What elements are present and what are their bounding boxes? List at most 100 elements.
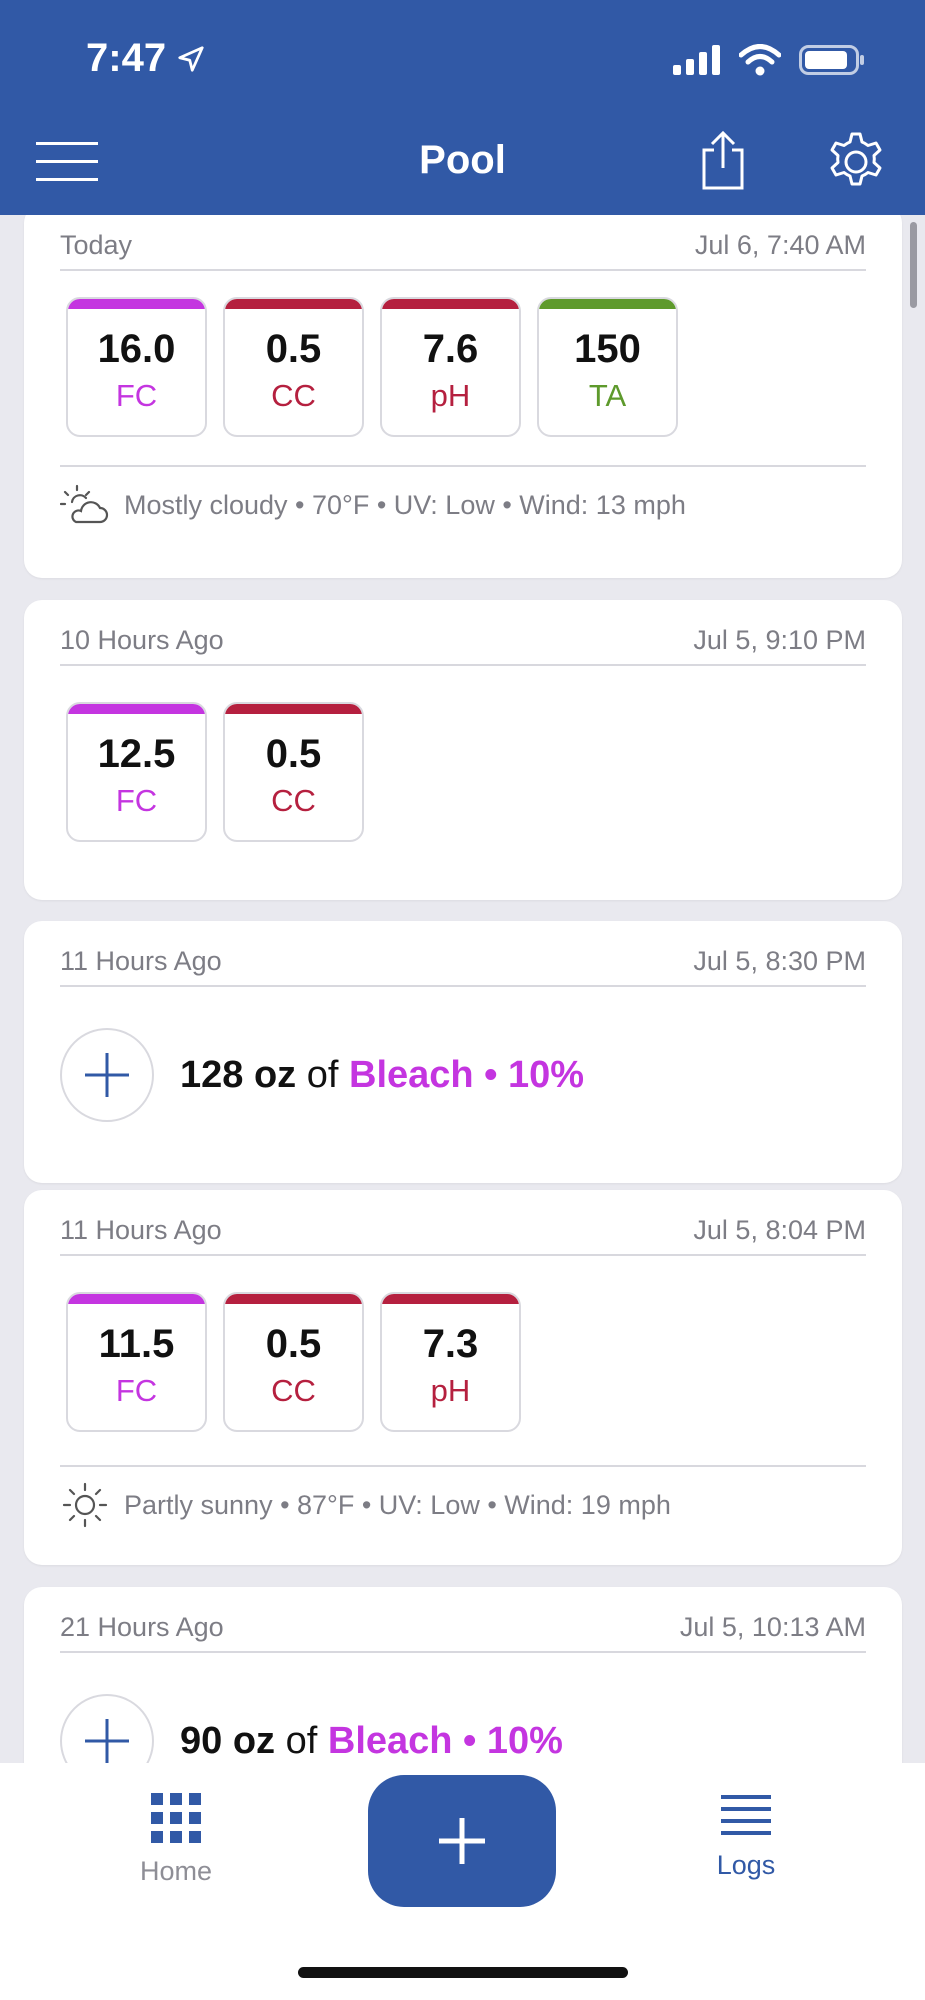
log-entry[interactable]: 11 Hours Ago Jul 5, 8:30 PM 128 oz of Bl… <box>24 921 902 1183</box>
reading-tile-fc[interactable]: 11.5 FC <box>66 1292 207 1432</box>
reading-label: FC <box>115 782 158 818</box>
entry-relative-time: 11 Hours Ago <box>60 1214 222 1245</box>
dose-text: 128 oz of Bleach • 10% <box>180 1054 584 1097</box>
entry-date: Jul 5, 9:10 PM <box>693 624 866 655</box>
reading-value: 7.6 <box>422 326 479 371</box>
reading-tile-cc[interactable]: 0.5 CC <box>223 702 364 842</box>
hamburger-icon <box>36 142 98 181</box>
entry-header: Today Jul 6, 7:40 AM <box>60 221 866 271</box>
reading-tile-ta[interactable]: 150 TA <box>537 297 678 437</box>
reading-tile-ph[interactable]: 7.6 pH <box>380 297 521 437</box>
reading-tile-fc[interactable]: 12.5 FC <box>66 702 207 842</box>
reading-label: CC <box>271 1372 316 1408</box>
cellular-signal-icon <box>673 45 720 75</box>
dose-amount: 128 oz <box>180 1053 297 1096</box>
chemical-addition: 128 oz of Bleach • 10% <box>60 1028 584 1122</box>
tab-logs-label: Logs <box>716 1850 776 1880</box>
reading-value: 11.5 <box>98 1321 175 1366</box>
weather-summary: Mostly cloudy • 70°F • UV: Low • Wind: 1… <box>60 465 866 537</box>
entry-date: Jul 6, 7:40 AM <box>694 229 866 260</box>
top-bar: 7:47 Pool <box>0 0 925 215</box>
reading-tile-ph[interactable]: 7.3 pH <box>380 1292 521 1432</box>
reading-label: CC <box>271 782 316 818</box>
entry-relative-time: Today <box>60 229 133 260</box>
reading-label: pH <box>430 377 471 413</box>
entry-relative-time: 21 Hours Ago <box>60 1611 224 1642</box>
share-icon <box>702 130 744 190</box>
reading-label: FC <box>115 377 158 413</box>
log-list[interactable]: Today Jul 6, 7:40 AM 16.0 FC 0.5 CC 7.6 … <box>0 215 925 1763</box>
reading-value: 7.3 <box>422 1321 479 1366</box>
status-time-text: 7:47 <box>86 36 167 80</box>
plus-icon <box>85 1719 129 1763</box>
weather-text: Mostly cloudy • 70°F • UV: Low • Wind: 1… <box>124 489 686 520</box>
reading-value: 12.5 <box>97 731 176 776</box>
tab-home-label: Home <box>139 1856 213 1886</box>
tab-home[interactable]: Home <box>96 1793 256 1887</box>
settings-button[interactable] <box>824 130 888 194</box>
tile-color-bar <box>539 299 676 309</box>
menu-button[interactable] <box>36 140 100 184</box>
tile-color-bar <box>382 299 519 309</box>
tile-color-bar <box>68 1294 205 1304</box>
log-entry[interactable]: Today Jul 6, 7:40 AM 16.0 FC 0.5 CC 7.6 … <box>24 215 902 578</box>
reading-value: 0.5 <box>265 731 322 776</box>
reading-value: 150 <box>574 326 641 371</box>
tile-color-bar <box>225 299 362 309</box>
chemical-addition: 90 oz of Bleach • 10% <box>60 1694 563 1763</box>
partly-cloudy-icon <box>60 484 109 524</box>
location-arrow-icon <box>178 45 204 72</box>
dose-of: of <box>285 1719 318 1762</box>
weather-text: Partly sunny • 87°F • UV: Low • Wind: 19… <box>124 1489 671 1520</box>
reading-tiles: 12.5 FC 0.5 CC <box>66 702 364 842</box>
entry-date: Jul 5, 8:30 PM <box>693 945 866 976</box>
entry-header: 11 Hours Ago Jul 5, 8:30 PM <box>60 937 866 987</box>
entry-header: 21 Hours Ago Jul 5, 10:13 AM <box>60 1603 866 1653</box>
entry-date: Jul 5, 10:13 AM <box>679 1611 866 1642</box>
reading-label: pH <box>430 1372 471 1408</box>
scrollbar[interactable] <box>910 222 917 308</box>
reading-value: 16.0 <box>97 326 176 371</box>
entry-header: 10 Hours Ago Jul 5, 9:10 PM <box>60 616 866 666</box>
status-icons <box>673 44 865 76</box>
list-icon <box>721 1795 771 1835</box>
grid-icon <box>151 1793 201 1843</box>
reading-value: 0.5 <box>265 1321 322 1366</box>
weather-summary: Partly sunny • 87°F • UV: Low • Wind: 19… <box>60 1465 866 1537</box>
dose-chemical: Bleach • 10% <box>349 1053 585 1096</box>
log-entry[interactable]: 10 Hours Ago Jul 5, 9:10 PM 12.5 FC 0.5 … <box>24 600 902 900</box>
reading-tile-cc[interactable]: 0.5 CC <box>223 297 364 437</box>
tab-logs[interactable]: Logs <box>666 1793 826 1881</box>
reading-tile-fc[interactable]: 16.0 FC <box>66 297 207 437</box>
reading-label: FC <box>115 1372 158 1408</box>
dose-chemical: Bleach • 10% <box>327 1719 563 1762</box>
tile-color-bar <box>382 1294 519 1304</box>
reading-label: TA <box>588 377 627 413</box>
tile-color-bar <box>68 299 205 309</box>
entry-relative-time: 10 Hours Ago <box>60 624 224 655</box>
tile-color-bar <box>225 704 362 714</box>
log-entry[interactable]: 21 Hours Ago Jul 5, 10:13 AM 90 oz of Bl… <box>24 1587 902 1763</box>
reading-tiles: 16.0 FC 0.5 CC 7.6 pH 150 TA <box>66 297 678 437</box>
dose-text: 90 oz of Bleach • 10% <box>180 1720 563 1763</box>
plus-icon <box>439 1818 485 1864</box>
reading-label: CC <box>271 377 316 413</box>
status-time: 7:47 <box>86 36 206 81</box>
log-entry[interactable]: 11 Hours Ago Jul 5, 8:04 PM 11.5 FC 0.5 … <box>24 1190 902 1565</box>
gear-icon <box>830 132 882 186</box>
dose-amount: 90 oz <box>180 1719 276 1762</box>
add-chemical-button[interactable] <box>60 1694 154 1763</box>
home-indicator <box>298 1967 628 1978</box>
tile-color-bar <box>225 1294 362 1304</box>
dose-of: of <box>306 1053 339 1096</box>
reading-tiles: 11.5 FC 0.5 CC 7.3 pH <box>66 1292 521 1432</box>
add-chemical-button[interactable] <box>60 1028 154 1122</box>
share-button[interactable] <box>700 130 746 190</box>
page-title: Pool <box>419 138 506 182</box>
battery-icon <box>799 45 864 75</box>
add-log-button[interactable] <box>368 1775 556 1907</box>
entry-relative-time: 11 Hours Ago <box>60 945 222 976</box>
wifi-icon <box>739 44 781 76</box>
reading-tile-cc[interactable]: 0.5 CC <box>223 1292 364 1432</box>
plus-icon <box>85 1053 129 1097</box>
